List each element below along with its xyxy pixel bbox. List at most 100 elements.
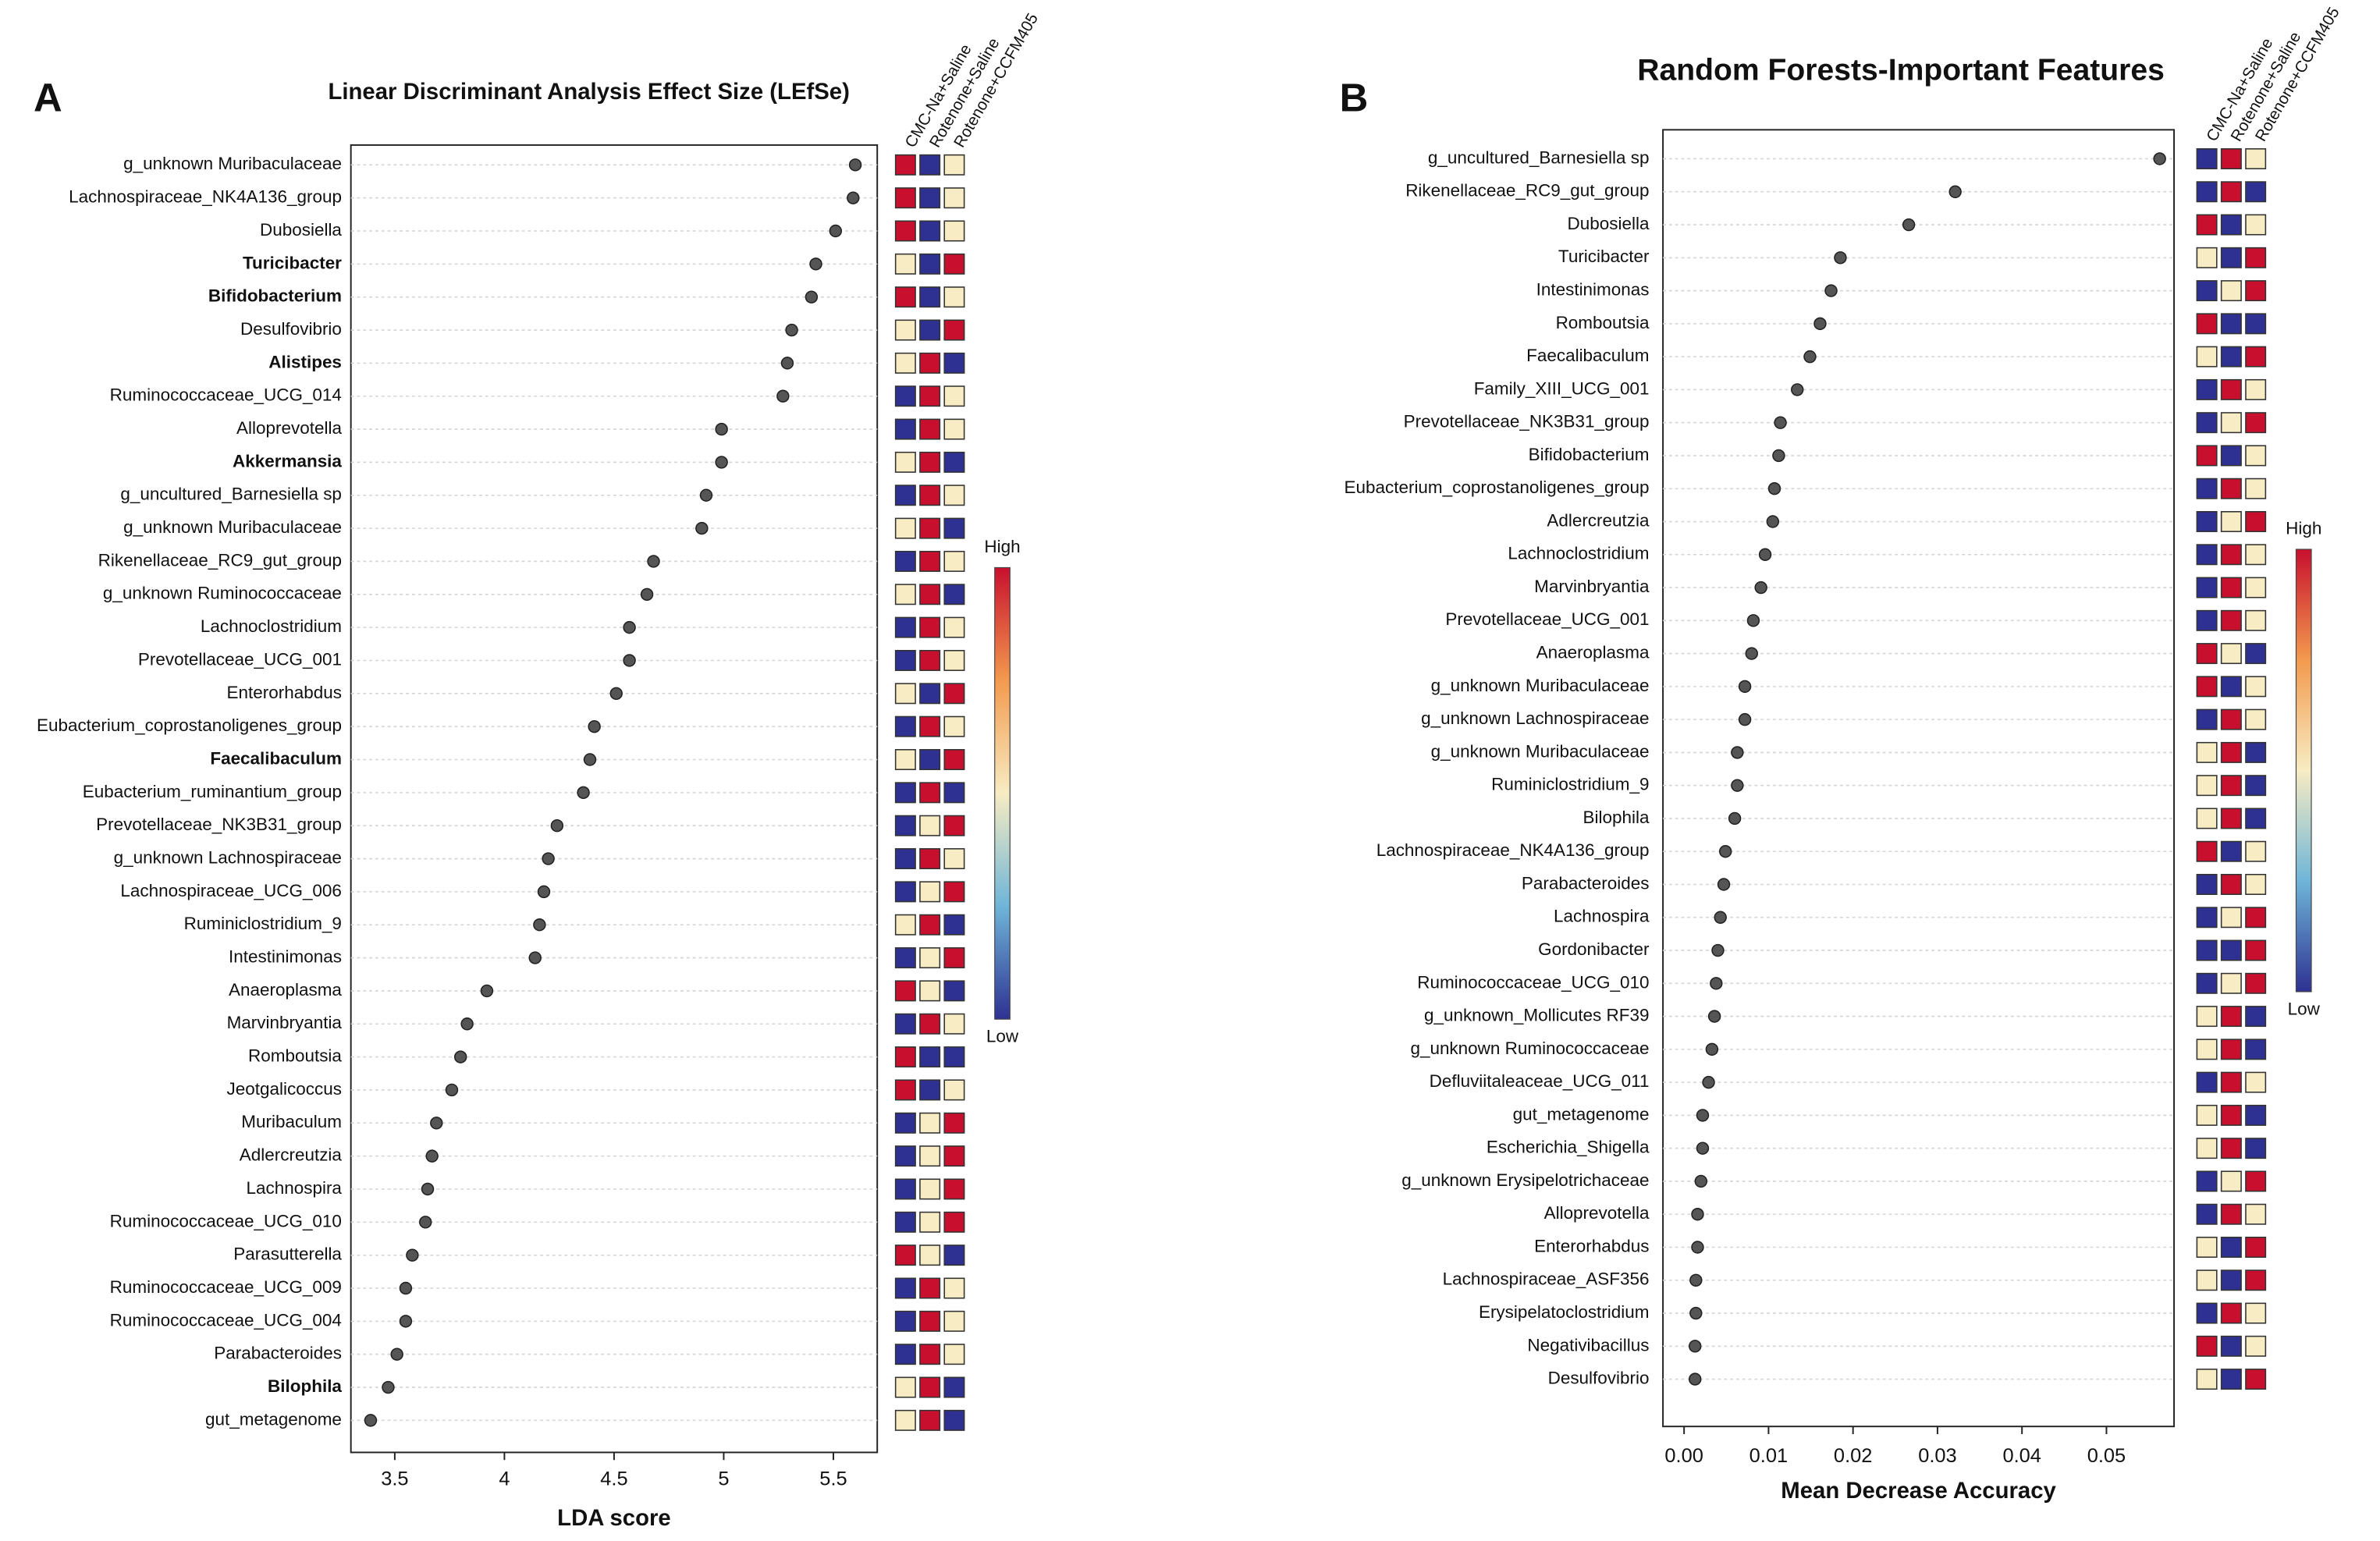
- dot: [1710, 977, 1723, 990]
- dot: [1754, 581, 1767, 595]
- dot: [1714, 911, 1727, 924]
- heat-cell: [894, 154, 916, 176]
- x-tick-label: 0.03: [1918, 1445, 1956, 1467]
- dot: [382, 1380, 395, 1394]
- chart-title: Linear Discriminant Analysis Effect Size…: [328, 79, 849, 105]
- x-tick-label: 3.5: [381, 1468, 408, 1490]
- dot: [1691, 1241, 1704, 1254]
- heat-cell: [894, 947, 916, 969]
- heat-cell: [2245, 214, 2267, 236]
- dot: [542, 852, 555, 865]
- heat-cell: [2245, 609, 2267, 631]
- heat-cell: [894, 1409, 916, 1431]
- heat-cell: [943, 253, 965, 275]
- dot: [1767, 482, 1781, 495]
- category-label: Faecalibaculum: [210, 748, 342, 768]
- category-label: Lachnoclostridium: [201, 616, 342, 636]
- dot: [1738, 712, 1752, 726]
- heat-cell: [919, 485, 941, 506]
- dot: [364, 1414, 378, 1427]
- heat-cell: [2196, 808, 2218, 829]
- category-label: Gordonibacter: [1538, 939, 1650, 959]
- panel: A Linear Discriminant Analysis Effect Siz…: [34, 10, 1042, 1531]
- heat-cell: [2220, 1203, 2242, 1225]
- panel: B Random Forests-Important Features g_uncu…: [1340, 4, 2343, 1504]
- heat-cell: [894, 1310, 916, 1332]
- heat-cell: [2220, 412, 2242, 434]
- heat-cell: [2245, 511, 2267, 532]
- heat-cell: [2220, 972, 2242, 994]
- heat-cell: [943, 683, 965, 705]
- heat-cell: [943, 1409, 965, 1431]
- heat-cell: [2220, 874, 2242, 895]
- dot: [1696, 1142, 1710, 1155]
- dot: [623, 654, 636, 667]
- category-label: Lachnospiraceae_UCG_006: [120, 881, 342, 900]
- heat-cell: [2245, 775, 2267, 797]
- x-tick-label: 0.00: [1664, 1445, 1703, 1467]
- heat-cell: [894, 1245, 916, 1266]
- heat-cell: [2196, 609, 2218, 631]
- heat-cell: [894, 1013, 916, 1035]
- heat-cell: [894, 1178, 916, 1200]
- dot: [399, 1315, 413, 1328]
- heat-cell: [943, 947, 965, 969]
- heat-cell: [2245, 1071, 2267, 1093]
- heat-cell: [943, 914, 965, 936]
- heat-cell: [2220, 378, 2242, 400]
- heat-cell: [943, 154, 965, 176]
- heat-cell: [894, 451, 916, 473]
- heat-cell: [2220, 1071, 2242, 1093]
- heat-cell: [919, 1013, 941, 1035]
- category-label: Jeotgalicoccus: [227, 1079, 342, 1099]
- heat-cell: [2245, 1138, 2267, 1159]
- category-label: g_uncultured_Barnesiella sp: [120, 485, 342, 504]
- heat-cell: [943, 187, 965, 209]
- heat-cell: [2196, 313, 2218, 335]
- heat-cell: [2245, 478, 2267, 499]
- category-label: Lachnospira: [247, 1178, 343, 1198]
- dot: [1711, 943, 1725, 957]
- dot: [805, 290, 819, 304]
- heat-cell: [2196, 775, 2218, 797]
- heat-cell: [894, 253, 916, 275]
- heat-cell: [919, 715, 941, 737]
- category-label: Alloprevotella: [1544, 1203, 1650, 1223]
- heat-cell: [943, 1344, 965, 1365]
- dot: [640, 588, 654, 601]
- dot: [647, 555, 660, 568]
- heat-cell: [2196, 280, 2218, 302]
- heat-cell: [894, 352, 916, 374]
- plot-frame: [350, 144, 879, 1454]
- heat-cell: [919, 154, 941, 176]
- heat-cell: [2220, 577, 2242, 598]
- category-label: Enterorhabdus: [227, 683, 342, 702]
- dot: [1689, 1340, 1702, 1353]
- heat-cell: [2196, 907, 2218, 929]
- heat-cell: [2220, 181, 2242, 203]
- dot: [453, 1050, 467, 1063]
- heat-cell: [943, 1277, 965, 1299]
- plot-frame: [1662, 129, 2176, 1428]
- heat-cell: [919, 1344, 941, 1365]
- heat-cell: [943, 1079, 965, 1101]
- category-label: Akkermansia: [233, 451, 342, 470]
- heat-cell: [2220, 247, 2242, 268]
- category-label: Enterorhabdus: [1534, 1236, 1649, 1255]
- dot: [537, 885, 551, 899]
- dot: [609, 687, 623, 701]
- heat-cell: [2196, 1269, 2218, 1291]
- heat-cell: [919, 584, 941, 605]
- heat-cell: [2220, 1104, 2242, 1126]
- heat-cell: [943, 584, 965, 605]
- category-label: g_unknown_Mollicutes RF39: [1424, 1006, 1650, 1025]
- x-tick-label: 0.02: [1834, 1445, 1872, 1467]
- heat-cell: [943, 980, 965, 1002]
- heat-cell: [2220, 214, 2242, 236]
- heat-cell: [894, 319, 916, 341]
- heat-cell: [2245, 577, 2267, 598]
- heat-cell: [2196, 181, 2218, 203]
- category-label: Romboutsia: [248, 1046, 342, 1066]
- heat-cell: [2245, 1269, 2267, 1291]
- dot: [1717, 878, 1731, 891]
